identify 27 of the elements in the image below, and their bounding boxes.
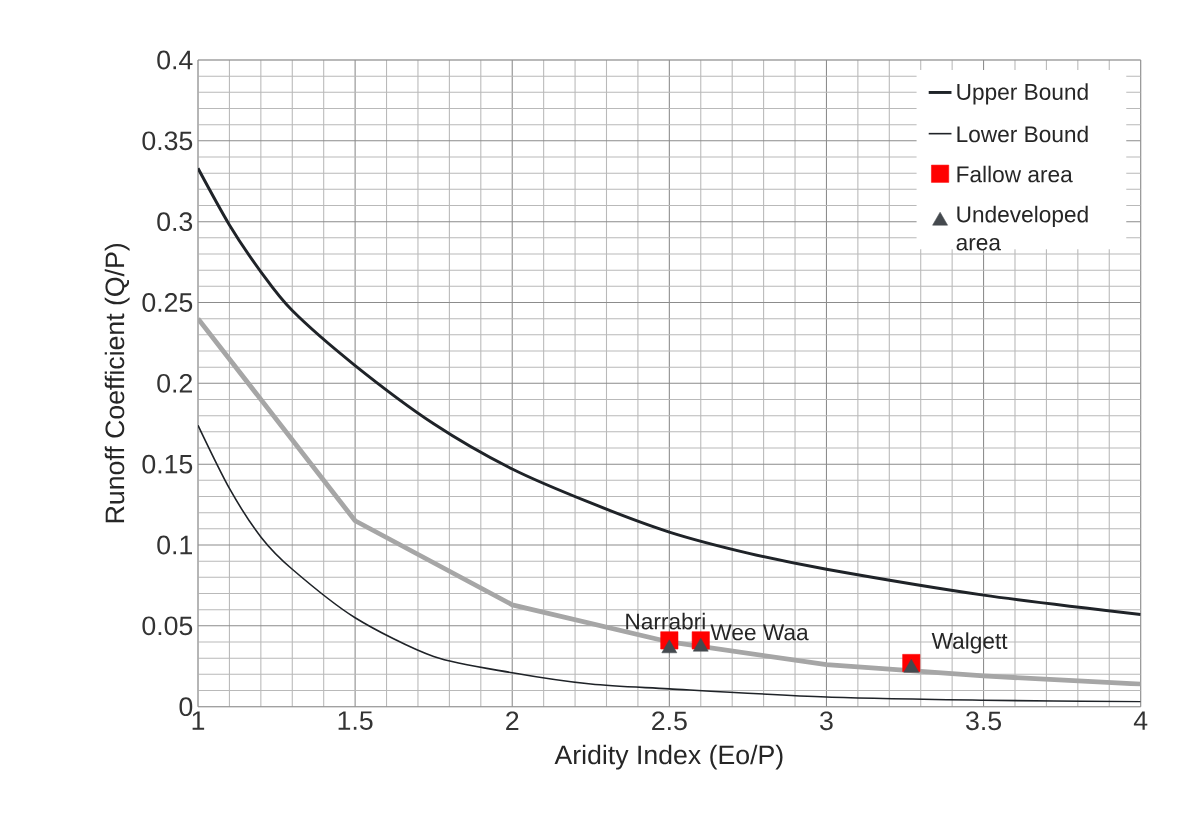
annotation: Wee Waa (710, 624, 809, 641)
x-axis-title: Aridity Index (Eo/P) (554, 744, 783, 770)
line-series (198, 316, 1141, 687)
y-tick-label: 0.3 (157, 212, 193, 232)
x-tick-label: 3 (820, 711, 833, 731)
x-tick-label: 1.5 (338, 711, 373, 730)
x-tick-label: 3.5 (966, 711, 1001, 731)
legend-label: Upper Bound (957, 83, 1088, 105)
legend-label: Lower Bound (957, 125, 1088, 143)
annotation: Narrabri (626, 612, 705, 630)
y-axis-title: Runoff Coefficient (Q/P) (104, 243, 130, 523)
y-tick-label: 0.35 (142, 131, 193, 151)
y-tick-label: 0 (179, 697, 193, 717)
y-tick-label: 0.1 (157, 535, 192, 555)
line-series (198, 424, 1141, 703)
x-tick-label: 1 (192, 711, 205, 730)
x-tick-label: 2.5 (652, 711, 687, 731)
x-tick-label: 2 (506, 711, 519, 730)
x-tick-label: 4 (1133, 711, 1148, 730)
y-tick-label: 0.25 (142, 293, 193, 312)
legend-label: Fallow area (957, 165, 1073, 183)
y-tick-label: 0.4 (157, 50, 193, 70)
legend-label: Undeveloped area (956, 205, 1088, 251)
y-tick-label: 0.05 (142, 616, 193, 636)
y-tick-label: 0.2 (157, 373, 192, 393)
y-tick-label: 0.15 (142, 454, 193, 474)
annotation: Walgett (931, 632, 1008, 654)
